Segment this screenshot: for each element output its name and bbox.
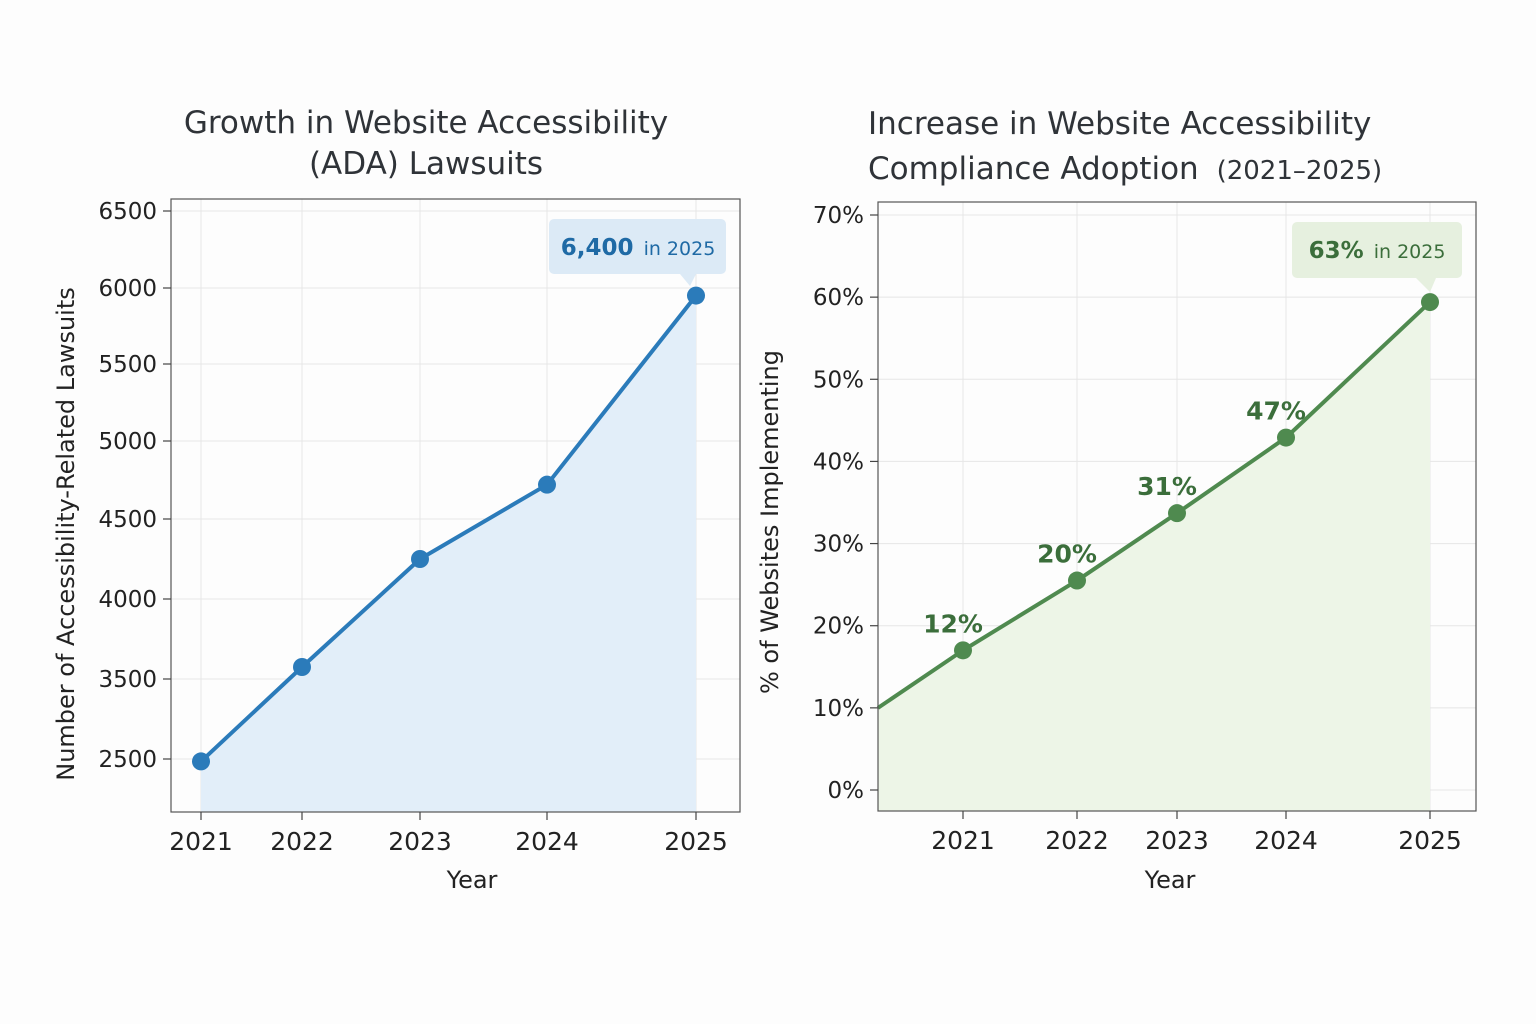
data-point	[538, 475, 556, 494]
x-tick-label: 2025	[1398, 826, 1462, 855]
y-tick-label: 2500	[98, 747, 157, 773]
data-point	[1168, 504, 1186, 523]
right-chart: Increase in Website Accessibility Compli…	[756, 106, 1477, 894]
data-label: 31%	[1137, 472, 1197, 501]
left-annotation: 6,400 in 2025	[549, 219, 726, 286]
y-tick-label: 4500	[98, 507, 157, 533]
y-tick-label: 30%	[813, 532, 864, 558]
y-tick-label: 6500	[98, 199, 157, 225]
y-tick-label: 10%	[813, 696, 864, 722]
y-tick-label: 20%	[813, 614, 864, 640]
x-tick-label: 2022	[1045, 826, 1109, 855]
x-tick-label: 2024	[515, 827, 579, 856]
left-annotation-value: 6,400	[561, 235, 634, 261]
svg-text:63% in 2025: 63% in 2025	[1309, 238, 1446, 264]
right-chart-title-line-2-group: Compliance Adoption (2021–2025)	[868, 151, 1382, 187]
y-tick-label: 3500	[98, 667, 157, 693]
y-tick-label: 4000	[98, 587, 157, 613]
right-annotation-suffix: in 2025	[1374, 241, 1446, 263]
y-tick-label: 5000	[98, 429, 157, 455]
left-plot-frame	[170, 198, 741, 813]
data-point	[411, 550, 429, 568]
x-tick-label: 2024	[1254, 826, 1318, 855]
left-chart-title-line-2: (ADA) Lawsuits	[309, 146, 543, 182]
left-y-axis-label: Number of Accessibility-Related Lawsuits	[52, 287, 80, 781]
data-point	[1277, 428, 1295, 447]
x-tick-label: 2022	[270, 827, 334, 856]
x-tick-label: 2023	[1145, 826, 1209, 855]
left-x-axis-label: Year	[446, 866, 498, 894]
data-point	[192, 752, 210, 771]
data-point	[1421, 293, 1439, 312]
left-annotation-suffix: in 2025	[644, 238, 716, 260]
y-tick-label: 0%	[828, 778, 865, 804]
y-tick-label: 60%	[813, 285, 864, 311]
y-tick-label: 6000	[98, 276, 157, 302]
y-tick-label: 5500	[98, 352, 157, 378]
right-annotation-value: 63%	[1309, 238, 1364, 264]
x-tick-label: 2025	[664, 827, 728, 856]
right-annotation: 63% in 2025	[1292, 222, 1462, 292]
x-tick-label: 2021	[169, 827, 233, 856]
y-tick-label: 40%	[813, 449, 864, 475]
right-chart-title-years: (2021–2025)	[1217, 156, 1383, 186]
data-point	[1068, 571, 1086, 590]
data-point	[954, 641, 972, 660]
data-label: 20%	[1037, 540, 1097, 569]
left-chart: Growth in Website Accessibility (ADA) La…	[52, 105, 741, 894]
right-series-line	[876, 300, 1432, 710]
right-x-axis-label: Year	[1144, 866, 1196, 894]
right-chart-title-line-1: Increase in Website Accessibility	[868, 106, 1371, 142]
right-y-axis-label: % of Websites Implementing	[756, 350, 784, 694]
y-tick-label: 50%	[813, 367, 864, 393]
y-tick-label: 70%	[813, 203, 864, 229]
svg-text:6,400 in 2025: 6,400 in 2025	[561, 235, 716, 261]
x-tick-label: 2021	[931, 826, 995, 855]
data-point	[687, 286, 705, 305]
data-label: 12%	[923, 609, 983, 638]
right-chart-title-line-2: Compliance Adoption	[868, 151, 1199, 187]
left-chart-title-line-1: Growth in Website Accessibility	[184, 105, 668, 141]
x-tick-label: 2023	[388, 827, 452, 856]
left-area-fill	[201, 295, 696, 813]
right-area-fill	[878, 302, 1430, 811]
data-label: 47%	[1246, 397, 1306, 426]
data-point	[293, 658, 311, 676]
